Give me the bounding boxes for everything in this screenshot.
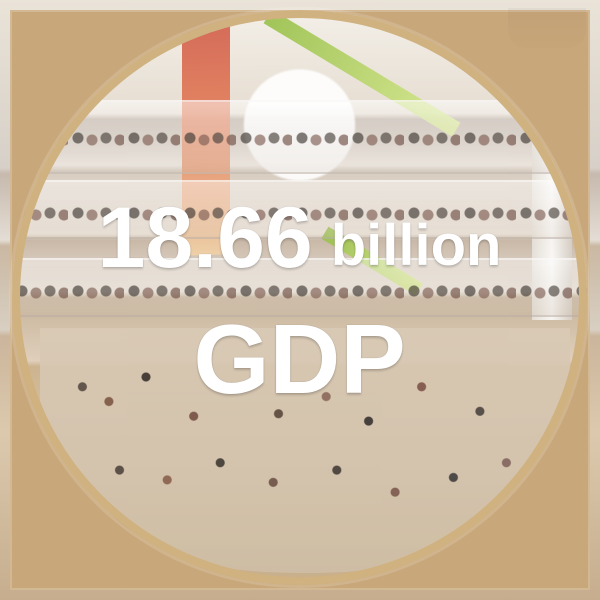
balcony-crowd-lower bbox=[12, 281, 587, 315]
balcony-crowd-middle bbox=[12, 203, 587, 237]
balcony-crowd-upper bbox=[12, 128, 587, 162]
gdp-value-number: 18.66 bbox=[97, 190, 313, 286]
circular-photo-crop: 18.66 billion GDP bbox=[12, 10, 587, 585]
upper-right-ceiling-shadow bbox=[508, 8, 586, 48]
green-escalator bbox=[12, 460, 132, 585]
gdp-label: GDP bbox=[193, 304, 406, 414]
gdp-value-line: 18.66 billion bbox=[12, 195, 587, 281]
gdp-value-unit: billion bbox=[330, 213, 502, 278]
